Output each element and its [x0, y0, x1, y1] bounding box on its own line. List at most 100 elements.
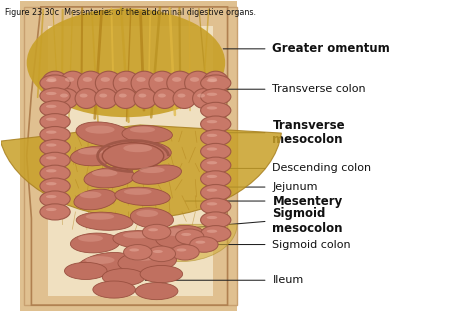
Ellipse shape — [201, 89, 231, 105]
Ellipse shape — [167, 71, 193, 95]
Ellipse shape — [201, 212, 231, 228]
Ellipse shape — [73, 147, 118, 165]
Ellipse shape — [129, 248, 139, 251]
Ellipse shape — [73, 233, 118, 253]
Ellipse shape — [138, 94, 146, 98]
Ellipse shape — [46, 118, 56, 121]
Ellipse shape — [175, 229, 204, 245]
Text: Ileum: Ileum — [273, 275, 304, 285]
Text: Descending colon: Descending colon — [273, 163, 372, 173]
Polygon shape — [19, 1, 237, 311]
Ellipse shape — [207, 120, 217, 123]
Text: Transverse
mesocolon: Transverse mesocolon — [273, 119, 345, 146]
Ellipse shape — [207, 106, 217, 110]
Ellipse shape — [131, 125, 154, 134]
Ellipse shape — [134, 89, 156, 109]
Text: Mesentery: Mesentery — [273, 195, 343, 207]
Ellipse shape — [148, 228, 158, 231]
Ellipse shape — [40, 126, 70, 143]
Ellipse shape — [87, 256, 113, 264]
Ellipse shape — [201, 226, 231, 242]
Ellipse shape — [207, 216, 217, 219]
Ellipse shape — [46, 92, 56, 95]
Ellipse shape — [123, 188, 153, 195]
Ellipse shape — [118, 77, 128, 82]
Ellipse shape — [79, 235, 102, 241]
Ellipse shape — [202, 71, 229, 95]
Ellipse shape — [60, 94, 68, 98]
Ellipse shape — [208, 77, 217, 82]
Ellipse shape — [201, 75, 231, 91]
Ellipse shape — [65, 77, 74, 82]
Ellipse shape — [201, 130, 231, 146]
Ellipse shape — [46, 208, 56, 211]
Ellipse shape — [207, 79, 217, 82]
Ellipse shape — [195, 241, 205, 244]
Ellipse shape — [80, 123, 129, 146]
Ellipse shape — [192, 89, 215, 109]
Ellipse shape — [79, 254, 130, 275]
Ellipse shape — [153, 250, 163, 253]
Ellipse shape — [113, 71, 140, 95]
Ellipse shape — [93, 281, 136, 298]
Ellipse shape — [86, 213, 114, 220]
Ellipse shape — [201, 116, 231, 132]
Text: Jejunum: Jejunum — [273, 182, 318, 192]
Ellipse shape — [121, 251, 173, 272]
Ellipse shape — [197, 94, 205, 98]
Ellipse shape — [154, 89, 176, 109]
Ellipse shape — [82, 165, 136, 190]
Ellipse shape — [46, 105, 56, 108]
Ellipse shape — [207, 188, 217, 192]
Ellipse shape — [78, 71, 104, 95]
Ellipse shape — [114, 89, 137, 109]
Ellipse shape — [40, 178, 70, 194]
Ellipse shape — [46, 182, 56, 185]
Ellipse shape — [207, 148, 217, 151]
Ellipse shape — [136, 283, 178, 300]
Ellipse shape — [201, 157, 231, 173]
Ellipse shape — [40, 165, 70, 181]
Ellipse shape — [126, 232, 150, 239]
Ellipse shape — [40, 139, 70, 156]
Ellipse shape — [113, 185, 172, 208]
Ellipse shape — [131, 71, 157, 95]
Ellipse shape — [190, 237, 218, 252]
Ellipse shape — [102, 143, 164, 169]
Text: Greater omentum: Greater omentum — [273, 42, 390, 55]
Text: Sigmoid
mesocolon: Sigmoid mesocolon — [273, 207, 343, 235]
Ellipse shape — [207, 230, 217, 233]
Ellipse shape — [201, 144, 231, 159]
Ellipse shape — [201, 102, 231, 119]
Ellipse shape — [154, 77, 164, 82]
Ellipse shape — [158, 94, 166, 98]
Ellipse shape — [152, 226, 209, 248]
Ellipse shape — [124, 245, 152, 260]
Ellipse shape — [207, 175, 217, 178]
Ellipse shape — [76, 191, 105, 199]
Polygon shape — [24, 7, 237, 305]
Ellipse shape — [46, 144, 56, 147]
Ellipse shape — [118, 229, 167, 251]
Ellipse shape — [207, 202, 217, 206]
Ellipse shape — [102, 269, 145, 286]
Ellipse shape — [185, 71, 211, 95]
Ellipse shape — [75, 89, 98, 109]
Ellipse shape — [87, 126, 112, 134]
Ellipse shape — [201, 171, 231, 187]
Ellipse shape — [40, 152, 70, 168]
Ellipse shape — [80, 94, 88, 98]
Ellipse shape — [137, 167, 167, 173]
Text: Figure 23.30c  Mesenteries of the abdominal digestive organs.: Figure 23.30c Mesenteries of the abdomin… — [5, 8, 256, 17]
Ellipse shape — [129, 207, 174, 230]
Ellipse shape — [125, 123, 170, 146]
Polygon shape — [48, 26, 213, 296]
Ellipse shape — [78, 211, 132, 231]
Ellipse shape — [129, 254, 156, 261]
Ellipse shape — [117, 141, 168, 164]
Ellipse shape — [127, 163, 186, 186]
Ellipse shape — [201, 198, 231, 214]
Ellipse shape — [40, 204, 70, 220]
Ellipse shape — [64, 262, 107, 280]
PathPatch shape — [27, 7, 228, 305]
